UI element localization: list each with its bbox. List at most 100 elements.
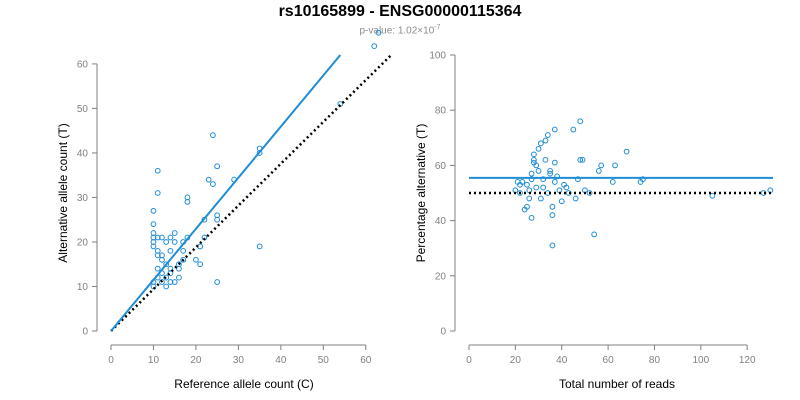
data-point bbox=[535, 145, 542, 152]
data-point bbox=[524, 203, 530, 210]
x-tick-label: 100 bbox=[692, 355, 709, 366]
data-point bbox=[371, 43, 378, 49]
data-point bbox=[180, 247, 187, 254]
data-point bbox=[154, 234, 161, 241]
data-point bbox=[533, 162, 540, 169]
data-point bbox=[154, 252, 161, 259]
data-point bbox=[537, 195, 544, 202]
data-point bbox=[163, 283, 170, 290]
y-tick-label: 20 bbox=[77, 237, 89, 248]
x-tick-label: 50 bbox=[318, 355, 330, 366]
data-point bbox=[549, 212, 556, 218]
data-point bbox=[542, 156, 549, 163]
data-point bbox=[551, 159, 558, 166]
left-scatter-plot: 0 10 20 30 40 50 60 0 10 20 30 40 50 60 Reference alle… bbox=[56, 29, 393, 391]
data-point bbox=[533, 184, 540, 191]
y-tick-label: 0 bbox=[82, 327, 88, 338]
y-tick-label: 40 bbox=[77, 148, 89, 159]
data-point bbox=[575, 176, 581, 183]
data-point bbox=[612, 162, 618, 169]
data-point bbox=[595, 168, 602, 174]
data-point bbox=[623, 148, 630, 155]
data-point bbox=[565, 190, 572, 196]
data-point bbox=[531, 151, 537, 158]
data-point bbox=[197, 261, 204, 268]
data-point bbox=[150, 207, 157, 214]
y-tick-label: 100 bbox=[429, 51, 446, 62]
data-point bbox=[184, 194, 191, 201]
data-point bbox=[591, 231, 598, 238]
data-point bbox=[639, 176, 646, 183]
data-point bbox=[167, 265, 174, 272]
data-point bbox=[167, 234, 174, 241]
data-point bbox=[554, 173, 560, 180]
data-point bbox=[535, 168, 542, 174]
x-tick-label: 80 bbox=[649, 355, 661, 366]
data-point bbox=[150, 221, 157, 228]
data-point bbox=[531, 156, 537, 163]
data-point bbox=[180, 256, 187, 263]
data-point bbox=[528, 170, 535, 177]
data-point bbox=[214, 216, 221, 223]
data-point bbox=[586, 190, 593, 196]
data-point bbox=[547, 168, 554, 174]
data-point bbox=[375, 29, 382, 36]
data-point bbox=[549, 242, 556, 249]
data-point bbox=[150, 243, 157, 250]
p-value-exponent: -7 bbox=[434, 24, 441, 31]
data-point bbox=[544, 132, 551, 138]
data-point bbox=[163, 261, 170, 268]
data-point bbox=[537, 140, 544, 147]
data-point bbox=[549, 203, 556, 210]
regression-line bbox=[110, 54, 342, 332]
data-point bbox=[579, 156, 586, 163]
data-point bbox=[598, 162, 605, 169]
data-point bbox=[551, 126, 558, 133]
data-point bbox=[570, 126, 577, 133]
x-axis-label: Reference allele count (C) bbox=[174, 377, 313, 391]
data-point bbox=[540, 176, 547, 183]
y-tick-label: 30 bbox=[77, 193, 89, 204]
data-point bbox=[159, 252, 165, 259]
data-point bbox=[176, 265, 182, 272]
x-tick-label: 20 bbox=[510, 355, 522, 366]
data-point bbox=[159, 279, 165, 285]
x-tick-label: 20 bbox=[190, 355, 202, 366]
data-point bbox=[577, 118, 584, 125]
data-point bbox=[528, 214, 535, 221]
y-tick-label: 80 bbox=[435, 106, 447, 117]
data-point bbox=[214, 279, 221, 285]
reference-line bbox=[110, 54, 393, 332]
x-tick-label: 60 bbox=[360, 355, 372, 366]
y-tick-label: 60 bbox=[77, 59, 89, 70]
x-axis-label: Total number of reads bbox=[559, 377, 675, 391]
data-point bbox=[210, 181, 216, 187]
x-tick-label: 0 bbox=[108, 355, 114, 366]
data-point bbox=[163, 239, 170, 245]
data-point bbox=[214, 163, 221, 170]
data-point bbox=[563, 184, 570, 191]
data-point bbox=[558, 198, 565, 205]
data-point bbox=[150, 230, 157, 236]
y-axis-label: Alternative allele count (T) bbox=[56, 123, 70, 262]
y-tick-label: 50 bbox=[77, 104, 89, 115]
data-point bbox=[167, 279, 174, 285]
data-point bbox=[517, 190, 523, 196]
right-scatter-plot: 0 20 40 60 80 100 120 0 20 40 60 80 100 Total number … bbox=[414, 51, 774, 391]
data-point bbox=[709, 192, 716, 199]
x-tick-label: 40 bbox=[556, 355, 568, 366]
data-point bbox=[609, 179, 616, 185]
p-value-text: p-value: 1.02×10 bbox=[359, 25, 435, 37]
y-tick-label: 0 bbox=[440, 327, 446, 338]
x-tick-label: 40 bbox=[275, 355, 287, 366]
data-point bbox=[540, 184, 547, 191]
data-point bbox=[210, 132, 216, 139]
data-point bbox=[154, 190, 161, 196]
data-point bbox=[519, 179, 526, 185]
data-point bbox=[193, 256, 199, 263]
chart-title: rs10165899 - ENSG00000115364 bbox=[278, 3, 522, 20]
data-point bbox=[528, 176, 535, 183]
y-tick-label: 20 bbox=[435, 271, 447, 282]
x-tick-label: 30 bbox=[233, 355, 245, 366]
data-point bbox=[154, 265, 161, 272]
